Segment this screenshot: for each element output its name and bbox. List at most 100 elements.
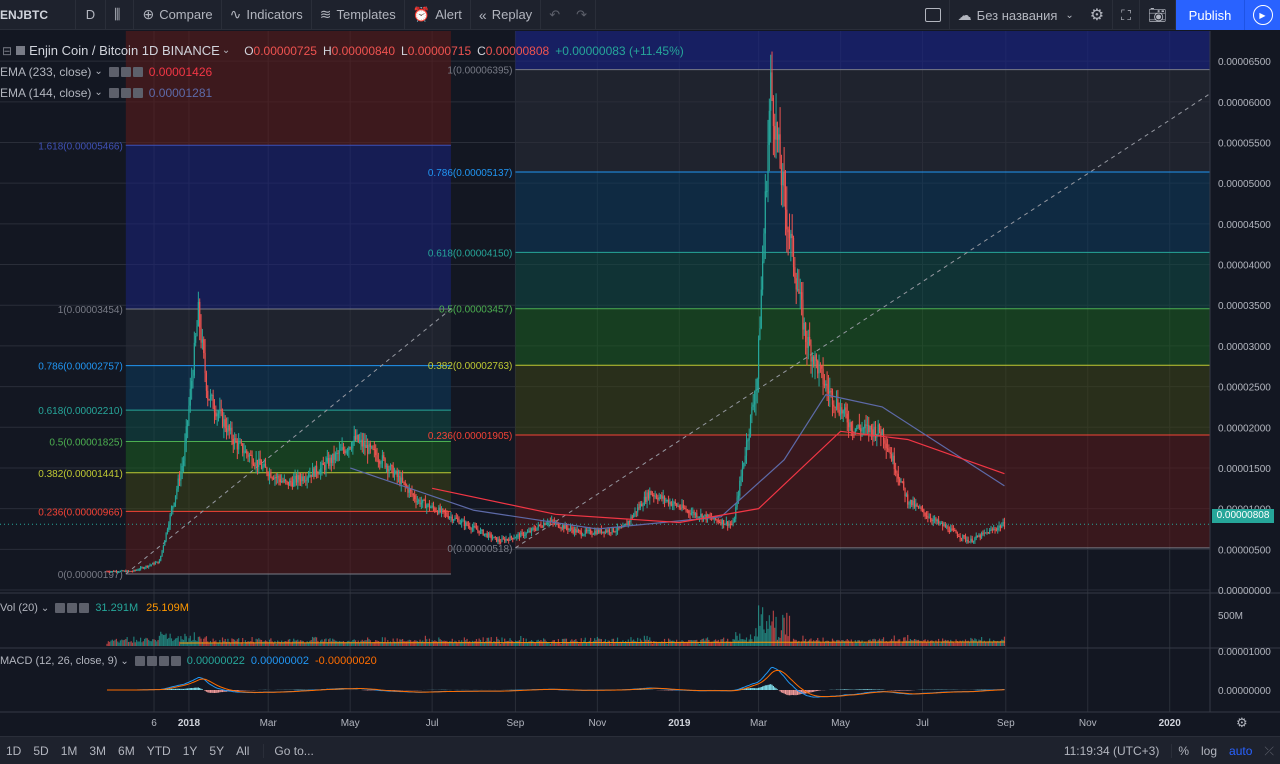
- volume-bar: [940, 642, 942, 646]
- close-icon[interactable]: [170, 656, 181, 666]
- candle-body: [165, 532, 167, 541]
- fullscreen-toggle[interactable]: [917, 0, 950, 30]
- scroll-right-icon[interactable]: ⤫: [1264, 743, 1274, 758]
- volume-bar: [521, 643, 523, 646]
- ideas-stream-button[interactable]: ▶: [1244, 0, 1280, 30]
- candle-body: [643, 496, 645, 506]
- main-legend: ⊟ Enjin Coin / Bitcoin 1D BINANCE ⌄ O 0.0…: [0, 40, 684, 103]
- volume-bar: [978, 639, 980, 646]
- volume-bar: [228, 641, 230, 646]
- fib-level-label: 0.618(0.00004150): [428, 248, 513, 259]
- gear-icon[interactable]: [67, 603, 78, 613]
- candle-body: [970, 538, 972, 542]
- gear-icon[interactable]: [120, 66, 131, 77]
- replay-button[interactable]: « Replay: [471, 0, 542, 30]
- range-5y[interactable]: 5Y: [209, 743, 225, 758]
- volume-buttons[interactable]: [55, 603, 90, 613]
- goto-button[interactable]: Go to...: [263, 743, 319, 758]
- indicators-button[interactable]: ∿ Indicators: [222, 0, 312, 30]
- layout-selector[interactable]: ☁ Без названия ⌄: [950, 0, 1082, 30]
- symbol-search[interactable]: ENJBTC: [0, 0, 76, 30]
- range-1m[interactable]: 1M: [60, 743, 78, 758]
- volume-bar: [939, 643, 941, 646]
- volume-bar: [412, 641, 414, 646]
- volume-label[interactable]: Vol (20): [0, 602, 38, 614]
- volume-bar: [826, 640, 828, 646]
- ema144-buttons[interactable]: [108, 87, 143, 98]
- chevron-down-icon[interactable]: ⌄: [94, 66, 103, 77]
- range-1d[interactable]: 1D: [6, 743, 22, 758]
- candle-body: [536, 527, 538, 531]
- alert-button[interactable]: ⏰ Alert: [405, 0, 471, 30]
- chevron-down-icon[interactable]: ⌄: [120, 655, 129, 667]
- candle-body: [168, 524, 170, 530]
- macd-label[interactable]: MACD (12, 26, close, 9): [0, 655, 118, 667]
- candle-body: [508, 539, 510, 541]
- eye-icon[interactable]: [134, 656, 145, 666]
- interval-selector[interactable]: D: [76, 0, 106, 30]
- collapse-icon[interactable]: ⊟: [2, 43, 13, 58]
- log-toggle[interactable]: log: [1201, 744, 1218, 758]
- gear-icon[interactable]: [120, 87, 131, 98]
- gear-icon[interactable]: [146, 656, 157, 666]
- close-icon[interactable]: [132, 66, 143, 77]
- candle-body: [494, 536, 496, 538]
- volume-bar: [286, 641, 288, 646]
- ema233-buttons[interactable]: [108, 66, 143, 77]
- volume-bar: [432, 641, 435, 646]
- chart-canvas[interactable]: 1.618(0.00005466) 1(0.00003454) 0.786(0.00…: [0, 31, 1280, 736]
- macd-histogram-bar: [843, 689, 846, 690]
- clock-display[interactable]: 11:19:34 (UTC+3): [1058, 744, 1173, 758]
- range-5d[interactable]: 5D: [33, 743, 49, 758]
- settings-button[interactable]: ⚙: [1082, 0, 1114, 30]
- eye-icon[interactable]: [108, 87, 119, 98]
- volume-bar: [506, 641, 508, 646]
- eye-icon[interactable]: [108, 66, 119, 77]
- candle-body: [428, 503, 431, 508]
- fullscreen-button[interactable]: ⛶: [1113, 0, 1140, 30]
- range-3m[interactable]: 3M: [89, 743, 107, 758]
- percent-toggle[interactable]: %: [1178, 744, 1190, 758]
- snapshot-button[interactable]: 📷︎: [1140, 0, 1176, 30]
- candle-body: [907, 494, 909, 505]
- candle-body: [627, 521, 629, 526]
- candle-body: [177, 478, 179, 489]
- candle-body: [583, 534, 585, 536]
- chart-style-button[interactable]: ⫼: [106, 0, 135, 30]
- range-ytd[interactable]: YTD: [146, 743, 171, 758]
- range-6m[interactable]: 6M: [118, 743, 135, 758]
- candle-body: [770, 72, 772, 111]
- redo-button[interactable]: ↷: [568, 0, 596, 30]
- undo-button[interactable]: ↶: [549, 6, 561, 22]
- volume-bar: [114, 639, 116, 646]
- ema233-label[interactable]: EMA (233, close): [0, 64, 92, 79]
- candle-body: [219, 409, 221, 414]
- close-icon[interactable]: [79, 603, 90, 613]
- range-all[interactable]: All: [236, 743, 250, 758]
- publish-button[interactable]: Publish: [1176, 0, 1244, 30]
- macd-histogram-bar: [172, 688, 174, 690]
- code-icon[interactable]: [158, 656, 169, 666]
- chevron-down-icon[interactable]: ⌄: [94, 87, 103, 98]
- close-icon[interactable]: [132, 87, 143, 98]
- volume-bar: [494, 641, 496, 646]
- candle-body: [649, 490, 651, 499]
- eye-icon[interactable]: [55, 603, 66, 613]
- candle-body: [153, 563, 155, 565]
- candle-body: [998, 525, 1000, 528]
- macd-buttons[interactable]: [134, 656, 181, 666]
- volume-bar: [313, 637, 315, 646]
- volume-bar: [759, 625, 761, 646]
- ema144-label[interactable]: EMA (144, close): [0, 85, 92, 100]
- auto-toggle[interactable]: auto: [1229, 744, 1253, 758]
- compare-button[interactable]: ⊕ Compare: [134, 0, 222, 30]
- templates-button[interactable]: ≋ Templates: [312, 0, 405, 30]
- candle-body: [981, 532, 983, 538]
- chevron-down-icon[interactable]: ⌄: [40, 602, 50, 614]
- volume-bar: [762, 607, 764, 646]
- range-1y[interactable]: 1Y: [182, 743, 198, 758]
- chevron-down-icon[interactable]: ⌄: [221, 45, 231, 56]
- volume-bar: [545, 641, 547, 646]
- candle-body: [849, 422, 851, 428]
- candle-body: [410, 489, 412, 492]
